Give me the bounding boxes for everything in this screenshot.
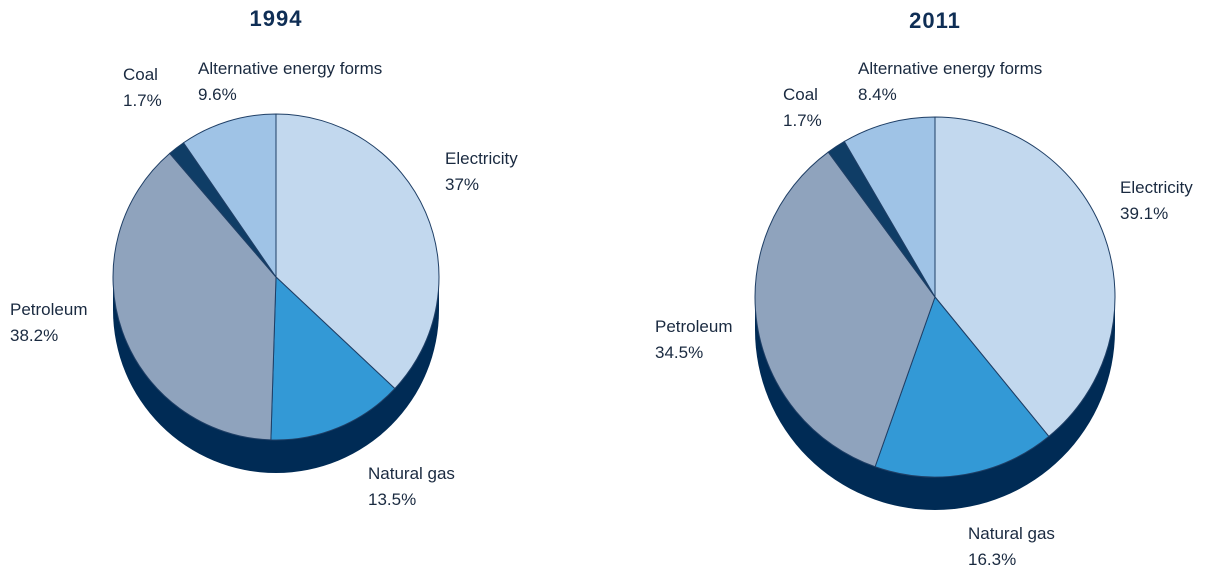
chart-title: 1994: [250, 6, 303, 31]
slice-value-label: 39.1%: [1120, 204, 1168, 223]
slice-label: Alternative energy forms: [198, 59, 382, 78]
pie-slice: [182, 113, 277, 279]
slice-label: Coal: [783, 85, 818, 104]
slice-value-label: 8.4%: [858, 85, 897, 104]
slice-value-label: 13.5%: [368, 490, 416, 509]
slice-label: Electricity: [1120, 178, 1193, 197]
slice-label: Electricity: [445, 149, 518, 168]
slice-value-label: 9.6%: [198, 85, 237, 104]
chart-title: 2011: [909, 8, 961, 33]
pie-slice: [112, 152, 277, 441]
slice-value-label: 38.2%: [10, 326, 58, 345]
slice-label: Petroleum: [655, 317, 732, 336]
pie-slice: [270, 275, 396, 441]
slice-label: Alternative energy forms: [858, 59, 1042, 78]
slice-value-label: 16.3%: [968, 550, 1016, 569]
slice-label: Natural gas: [968, 524, 1055, 543]
slice-label: Coal: [123, 65, 158, 84]
pie-slice: [874, 295, 1050, 478]
pie-slice: [934, 116, 1116, 438]
slice-value-label: 34.5%: [655, 343, 703, 362]
slice-label: Petroleum: [10, 300, 87, 319]
pie-slice: [754, 151, 936, 468]
slice-label: Natural gas: [368, 464, 455, 483]
pie-slice: [843, 116, 936, 299]
pie-slice: [275, 113, 440, 390]
slice-value-label: 1.7%: [783, 111, 822, 130]
slice-value-label: 37%: [445, 175, 479, 194]
slice-value-label: 1.7%: [123, 91, 162, 110]
